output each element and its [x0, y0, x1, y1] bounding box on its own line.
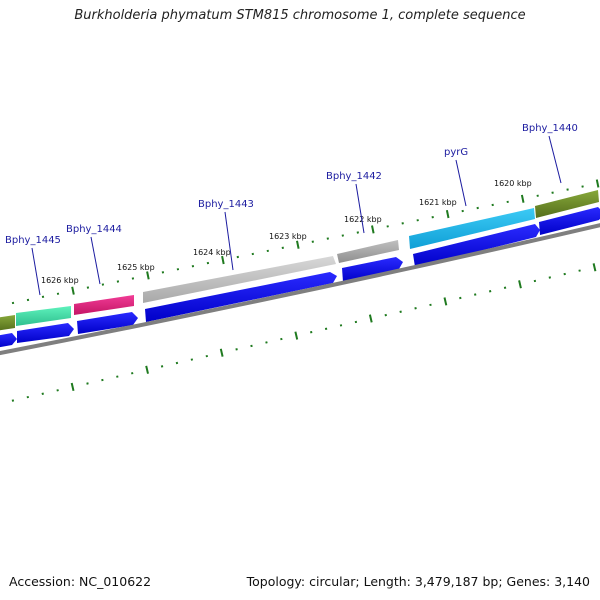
upper-tick-15 [221, 255, 225, 265]
kbp-label-1623: 1623 kbp [269, 232, 307, 241]
upper-tick-20 [296, 240, 300, 249]
feature-band-outer [0, 190, 599, 331]
gene-label-pyrg[interactable]: pyrG [444, 147, 468, 158]
gene-block-bphy-1440 [535, 190, 599, 218]
upper-tick-35 [520, 194, 525, 203]
chromosome-backbone [0, 223, 600, 356]
lower-tick-18 [265, 341, 268, 344]
lower-tick-3 [41, 392, 44, 395]
cds-arrow-3 [77, 312, 138, 334]
lower-tick-28 [414, 307, 417, 310]
kbp-label-1624: 1624 kbp [193, 248, 231, 257]
lower-tick-13 [190, 358, 194, 361]
kbp-labels: 1626 kbp 1625 kbp 1624 kbp 1623 kbp 1622… [41, 179, 532, 285]
gene-block-olive-left [0, 315, 15, 331]
gene-block-bphy-1445 [16, 306, 71, 326]
map-title: Burkholderia phymatum STM815 chromosome … [74, 8, 526, 23]
lower-tick-19 [280, 337, 283, 341]
lower-tick-35 [518, 280, 522, 289]
lower-tick-15 [219, 348, 224, 357]
upper-tick-40 [595, 179, 600, 188]
leader-bphy-1444 [90, 236, 101, 285]
gene-label-bphy-1445[interactable]: Bphy_1445 [5, 235, 61, 246]
leader-pyrg [455, 159, 467, 207]
cds-arrow-1 [0, 333, 17, 348]
leader-bphy-1442 [355, 183, 365, 234]
gene-label-bphy-1444[interactable]: Bphy_1444 [66, 224, 122, 235]
cds-arrow-5 [342, 257, 403, 282]
gene-labels: Bphy_1445 Bphy_1444 Bphy_1443 Bphy_1442 … [5, 123, 578, 296]
gene-block-pyrg [409, 208, 535, 249]
lower-tick-34 [503, 286, 507, 289]
lower-tick-27 [399, 310, 402, 313]
lower-tick-ring [11, 263, 597, 402]
lower-tick-25 [368, 314, 373, 323]
lower-tick-26 [384, 313, 387, 317]
upper-tick-5 [71, 286, 75, 295]
cds-arrow-6 [413, 224, 540, 267]
lower-tick-40 [592, 263, 597, 272]
lower-tick-33 [488, 289, 492, 293]
gene-block-bphy-1442 [337, 240, 399, 263]
accession-text: Accession: NC_010622 [9, 574, 152, 589]
upper-tick-30 [445, 209, 450, 219]
kbp-label-1621: 1621 kbp [419, 198, 457, 207]
kbp-label-1622: 1622 kbp [344, 215, 382, 224]
gene-label-bphy-1443[interactable]: Bphy_1443 [198, 199, 254, 210]
leader-bphy-1443 [224, 211, 234, 271]
gene-block-bphy-1444 [74, 295, 134, 315]
kbp-label-1620: 1620 kbp [494, 179, 532, 188]
gene-block-bphy-1443 [143, 256, 336, 303]
leader-bphy-1440 [548, 135, 562, 184]
gene-label-bphy-1442[interactable]: Bphy_1442 [326, 171, 382, 182]
cds-arrow-4 [145, 272, 337, 322]
kbp-label-1626: 1626 kbp [41, 276, 79, 285]
lower-tick-5 [70, 382, 75, 392]
lower-tick-12 [175, 361, 179, 365]
cds-arrow-7 [539, 207, 600, 235]
upper-tick-10 [146, 271, 150, 280]
topology-summary-text: Topology: circular; Length: 3,479,187 bp… [246, 574, 590, 589]
cds-arrow-2 [17, 323, 74, 343]
leader-bphy-1445 [31, 247, 41, 296]
gene-label-bphy-1440[interactable]: Bphy_1440 [522, 123, 578, 134]
lower-tick-30 [443, 297, 448, 306]
upper-tick-25 [371, 225, 375, 234]
lower-tick-20 [294, 331, 299, 340]
lower-tick-10 [145, 365, 149, 374]
cds-arrows [0, 207, 600, 348]
lower-tick-4 [56, 389, 59, 392]
lower-tick-11 [160, 365, 164, 368]
upper-tick-ring [11, 179, 600, 305]
kbp-label-1625: 1625 kbp [117, 263, 155, 272]
